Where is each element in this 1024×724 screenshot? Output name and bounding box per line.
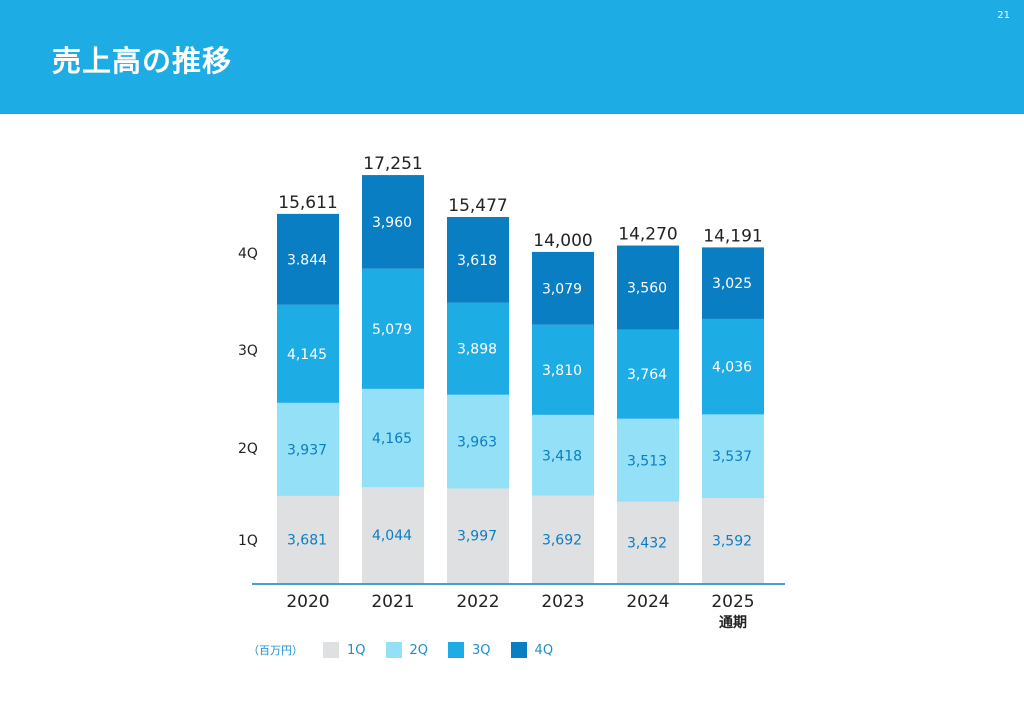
total-label-2024: 14,270 [618,225,677,245]
bar-segment-2021-4q [362,175,424,269]
category-label-2022: 2022 [456,592,499,612]
category-label-2023: 2023 [541,592,584,612]
value-label-2022-4q: 3,618 [457,253,497,269]
value-label-2025-2q: 3,537 [712,449,752,465]
bar-segment-2025-2q [702,414,764,499]
category-label-2021: 2021 [371,592,414,612]
total-label-2023: 14,000 [533,231,592,251]
category-sublabel-2025: 通期 [719,615,747,631]
legend-swatch-4q [510,642,527,658]
bar-segment-2023-4q [532,251,594,325]
value-label-2023-1q: 3,692 [542,532,582,548]
legend-label-2q: 2Q [409,642,429,658]
legend-swatch-2q [385,642,402,658]
bar-segment-2025-1q [702,498,764,583]
value-label-2023-3q: 3,810 [542,363,582,379]
bar-segment-2021-3q [362,268,424,389]
value-label-2024-4q: 3,560 [627,281,667,297]
legend-label-1q: 1Q [347,642,366,658]
category-label-2025: 2025 [711,592,754,612]
value-label-2024-2q: 3,513 [627,453,667,469]
bar-segment-2024-3q [617,329,679,419]
bar-segment-2020-3q [277,304,339,403]
value-label-2022-1q: 3,997 [457,529,497,545]
bar-segment-2020-2q [277,402,339,496]
bar-segment-2020-1q [277,495,339,583]
bar-segment-2023-3q [532,324,594,415]
value-label-2020-1q: 3,681 [287,532,327,548]
value-label-2023-2q: 3,418 [542,448,582,464]
row-label-2q: 2Q [238,441,258,457]
page-title: 売上高の推移 [52,44,233,78]
value-label-2023-4q: 3,079 [542,281,582,297]
unit-label: （百万円） [248,644,303,657]
value-label-2020-4q: 3.844 [287,252,327,268]
row-label-1q: 1Q [238,533,258,549]
bar-segment-2024-4q [617,245,679,330]
legend-item-2q: 2Q [385,642,429,658]
row-label-3q: 3Q [238,343,258,359]
legend-swatch-1q [323,642,339,658]
legend-item-3q: 3Q [448,642,491,658]
total-label-2022: 15,477 [448,196,507,216]
row-label-4q: 4Q [238,246,258,262]
legend-item-4q: 4Q [510,642,554,658]
legend-swatch-3q [448,642,465,658]
value-label-2025-3q: 4,036 [712,360,752,376]
bar-segment-2022-3q [447,302,509,395]
value-label-2025-1q: 3,592 [712,534,752,550]
bar-segment-2021-1q [362,487,424,583]
value-label-2025-4q: 3,025 [712,276,752,292]
bar-segment-2024-2q [617,418,679,502]
category-label-2024: 2024 [626,592,669,612]
value-label-2022-2q: 3,963 [457,435,497,451]
header-bar: 売上高の推移 21 [0,0,1024,114]
value-label-2020-2q: 3,937 [287,442,327,458]
legend-item-1q: 1Q [323,642,366,658]
bar-segment-2022-1q [447,488,509,583]
total-label-2025: 14,191 [703,226,762,246]
legend-label-3q: 3Q [472,642,491,658]
value-label-2021-3q: 5,079 [372,322,412,338]
bar-segment-2023-1q [532,495,594,583]
total-label-2021: 17,251 [363,154,422,174]
value-label-2024-3q: 3,764 [627,367,667,383]
bar-segment-2025-3q [702,318,764,415]
chart-legend: （百万円） 1Q 2Q 3Q 4Q [248,640,573,660]
total-label-2020: 15,611 [278,193,337,213]
bar-segment-2025-4q [702,247,764,319]
bar-segment-2022-4q [447,216,509,303]
value-label-2022-3q: 3,898 [457,342,497,358]
bar-segment-2023-2q [532,414,594,496]
legend-label-4q: 4Q [534,642,554,658]
value-label-2021-4q: 3,960 [372,215,412,231]
bar-segment-2020-4q [277,213,339,305]
bar-segment-2021-2q [362,388,424,488]
category-label-2020: 2020 [286,592,329,612]
value-label-2024-1q: 3,432 [627,535,667,551]
value-label-2021-2q: 4,165 [372,431,412,447]
bar-segment-2024-1q [617,501,679,583]
page-number: 21 [997,10,1010,21]
value-label-2021-1q: 4,044 [372,528,412,544]
value-label-2020-3q: 4,145 [287,347,327,363]
bar-segment-2022-2q [447,394,509,489]
